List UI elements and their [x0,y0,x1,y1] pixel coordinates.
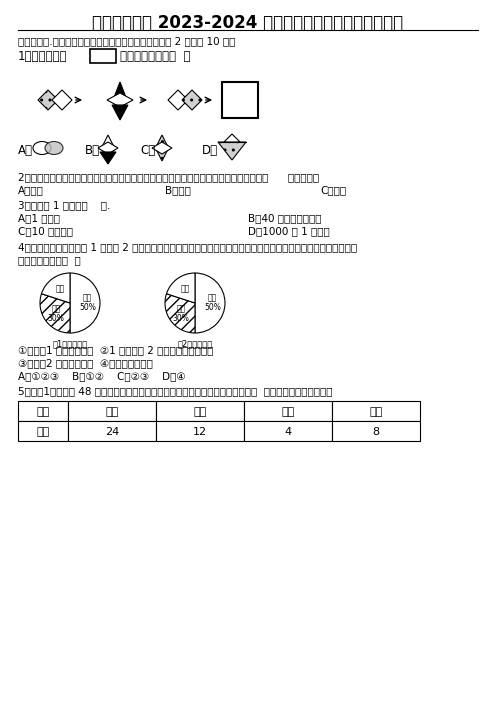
Text: D．1000 枚 1 元硬币: D．1000 枚 1 元硬币 [248,226,330,236]
Text: 数学
30%: 数学 30% [173,304,189,323]
Bar [18,401,68,421]
Polygon shape [52,90,72,110]
Text: ③英语，2 班的人数更多  ④以上说法都错误: ③英语，2 班的人数更多 ④以上说法都错误 [18,358,153,368]
Text: 小红: 小红 [105,407,119,417]
Polygon shape [182,90,202,110]
Wedge shape [195,273,225,333]
Text: 重庆市南岸区 2023-2024 学年六年级数学小升初摸底考试: 重庆市南岸区 2023-2024 学年六年级数学小升初摸底考试 [92,14,404,32]
Bar [244,421,332,441]
Bar [332,401,420,421]
Polygon shape [38,90,58,110]
Text: 语文
30%: 语文 30% [48,304,64,323]
Text: 六1班调查结果: 六1班调查结果 [53,339,88,348]
Text: 里应填的图形是（  ）: 里应填的图形是（ ） [120,50,190,63]
Text: 12: 12 [193,427,207,437]
Text: 英语
50%: 英语 50% [204,293,221,312]
Text: A．: A． [18,144,33,157]
Polygon shape [218,142,246,160]
Text: 3．最接近 1 吨的是（    ）.: 3．最接近 1 吨的是（ ）. [18,200,111,210]
Bar [332,421,420,441]
Bar [156,421,244,441]
Bar [222,82,258,118]
Bar [18,421,68,441]
Text: 5．六（1）班共有 48 名学生，期末评选一名学习标兵，选举结果如下表，下面（  ）图能表示出这个结果。: 5．六（1）班共有 48 名学生，期末评选一名学习标兵，选举结果如下表，下面（ … [18,386,332,396]
Text: B．折线: B．折线 [165,185,191,195]
Text: 小方: 小方 [281,407,295,417]
Wedge shape [70,273,100,333]
Text: 英语: 英语 [55,284,64,293]
Text: 8: 8 [372,427,379,437]
Polygon shape [112,105,128,120]
Polygon shape [113,82,127,118]
Text: D．: D． [202,144,218,157]
Bar [68,421,156,441]
Text: 一、选择题.（选择正确答案的序号填在括号内，每小题 2 分，共 10 分）: 一、选择题.（选择正确答案的序号填在括号内，每小题 2 分，共 10 分） [18,36,236,46]
Text: 票数: 票数 [36,427,50,437]
Text: C．: C． [140,144,155,157]
Polygon shape [156,135,169,161]
Text: A．条形: A．条形 [18,185,44,195]
Wedge shape [42,273,70,303]
Wedge shape [167,273,195,303]
Text: 姓名: 姓名 [36,407,50,417]
Ellipse shape [33,142,51,154]
Text: 语文: 语文 [180,284,189,293]
Polygon shape [152,142,172,154]
Wedge shape [165,293,195,333]
Text: C．10 桶矿泉水: C．10 桶矿泉水 [18,226,73,236]
Text: 24: 24 [105,427,119,437]
Text: ①数学，1 班的人数更多  ②1 班英语和 2 班的语文人数一样多: ①数学，1 班的人数更多 ②1 班英语和 2 班的语文人数一样多 [18,345,213,355]
Text: A．①②③    B．①②    C．②③    D．④: A．①②③ B．①② C．②③ D．④ [18,371,186,381]
Bar [90,49,116,63]
Polygon shape [98,142,118,154]
Bar [156,401,244,421]
Polygon shape [168,90,188,110]
Polygon shape [224,134,240,142]
Text: 数学
50%: 数学 50% [79,293,96,312]
Text: C．扇形: C．扇形 [320,185,346,195]
Text: 小军: 小军 [370,407,382,417]
Text: 2．某企业要用统计图表示出一年中管理人员、技术人员和工人工资的分配情况，应选用（      ）统计图。: 2．某企业要用统计图表示出一年中管理人员、技术人员和工人工资的分配情况，应选用（… [18,172,319,182]
Polygon shape [102,135,115,161]
Text: 小刚: 小刚 [193,407,207,417]
Bar [68,401,156,421]
Text: B．: B． [85,144,100,157]
Bar [244,401,332,421]
Text: B．40 名幼儿园小朋友: B．40 名幼儿园小朋友 [248,213,321,223]
Text: 4: 4 [284,427,292,437]
Text: A．1 头大象: A．1 头大象 [18,213,60,223]
Text: 4．如图，这是小明对六 1 班和六 2 班学生对语数英的爱好程度的调查后绘制的扇形统计图，则下列关于对各科爱好程: 4．如图，这是小明对六 1 班和六 2 班学生对语数英的爱好程度的调查后绘制的扇… [18,242,357,252]
Text: 度说法正确的有（  ）: 度说法正确的有（ ） [18,255,81,265]
Polygon shape [107,93,133,107]
Text: 六2班调查结果: 六2班调查结果 [178,339,213,348]
Ellipse shape [45,142,63,154]
Polygon shape [100,152,116,164]
Wedge shape [40,293,70,333]
Text: 1．找规律，在: 1．找规律，在 [18,50,67,63]
